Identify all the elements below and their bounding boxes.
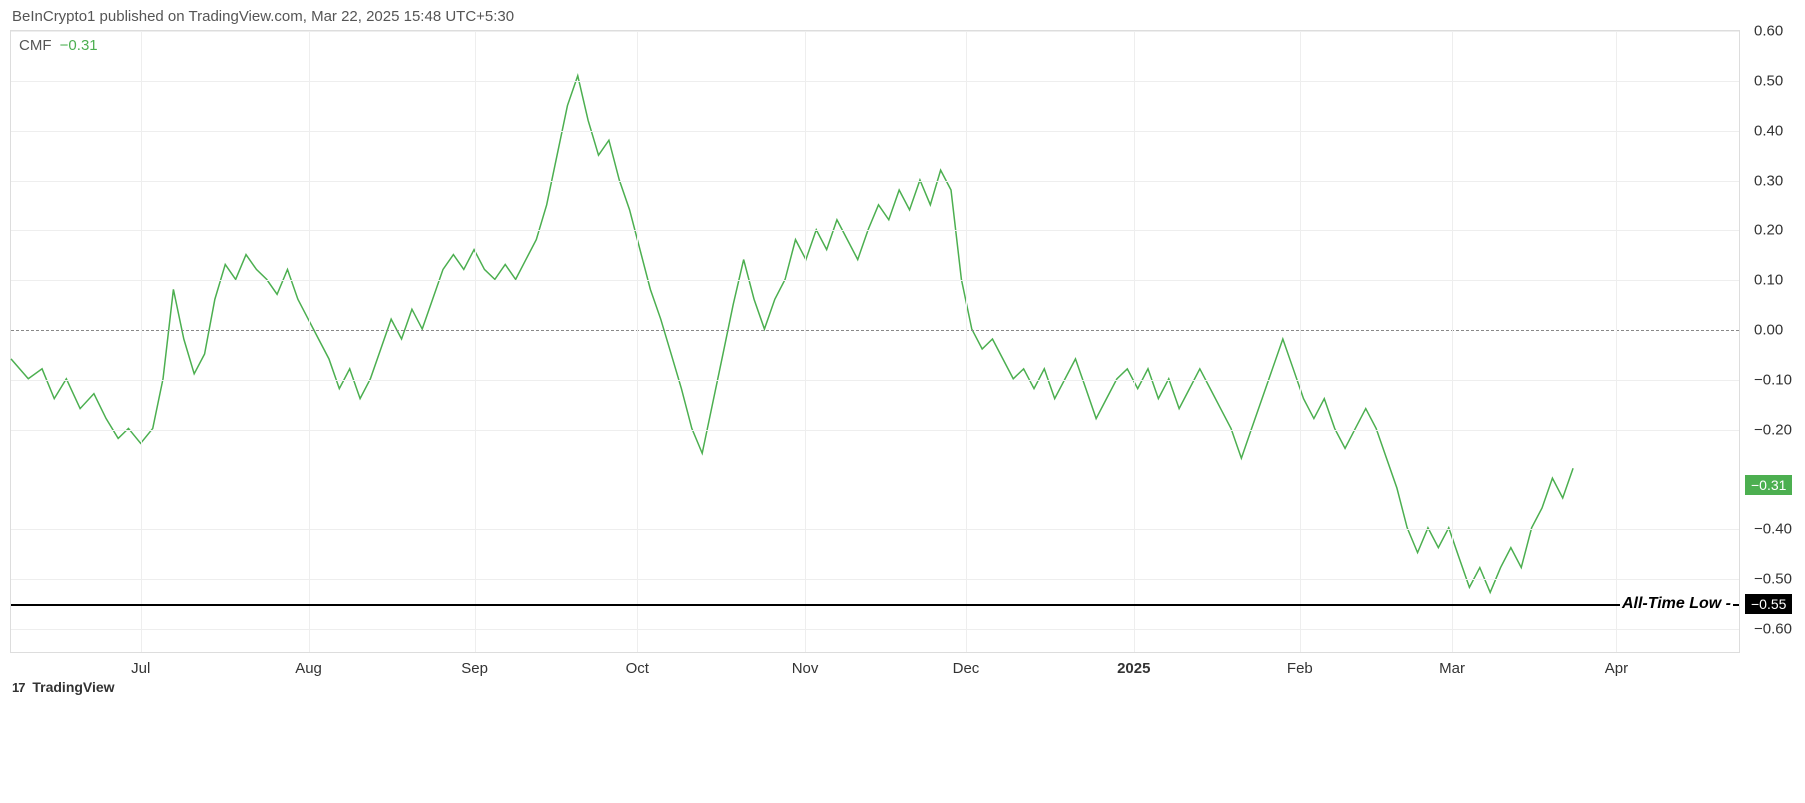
indicator-value: −0.31: [60, 37, 98, 54]
y-axis-label: 0.40: [1754, 122, 1783, 139]
h-gridline: [11, 579, 1739, 580]
v-gridline: [637, 31, 638, 652]
chart-plot-area[interactable]: CMF −0.31 0.600.500.400.300.200.100.00−0…: [10, 30, 1740, 653]
y-axis-label: −0.40: [1754, 521, 1792, 538]
current-value-badge: −0.31: [1745, 475, 1792, 495]
y-axis-label: −0.50: [1754, 571, 1792, 588]
x-axis-label: Feb: [1287, 660, 1313, 677]
h-gridline: [11, 230, 1739, 231]
x-axis-label: 2025: [1117, 660, 1150, 677]
h-gridline: [11, 430, 1739, 431]
publisher-header: BeInCrypto1 published on TradingView.com…: [12, 8, 514, 25]
v-gridline: [805, 31, 806, 652]
y-axis-label: −0.10: [1754, 371, 1792, 388]
chart-container: BeInCrypto1 published on TradingView.com…: [0, 0, 1805, 803]
h-gridline: [11, 31, 1739, 32]
footer-brand: 17 TradingView: [12, 679, 115, 695]
y-axis-label: 0.60: [1754, 23, 1783, 40]
y-axis-label: 0.00: [1754, 322, 1783, 339]
v-gridline: [1300, 31, 1301, 652]
zero-line: [11, 330, 1739, 331]
h-gridline: [11, 131, 1739, 132]
line-chart-svg: [11, 31, 1739, 652]
x-axis-label: Jul: [131, 660, 150, 677]
h-gridline: [11, 280, 1739, 281]
indicator-label: CMF −0.31: [19, 37, 98, 54]
y-axis-label: −0.60: [1754, 621, 1792, 638]
v-gridline: [309, 31, 310, 652]
v-gridline: [475, 31, 476, 652]
v-gridline: [966, 31, 967, 652]
h-gridline: [11, 81, 1739, 82]
x-axis-label: Apr: [1605, 660, 1628, 677]
y-axis-label: 0.10: [1754, 272, 1783, 289]
v-gridline: [1452, 31, 1453, 652]
y-axis-label: −0.20: [1754, 421, 1792, 438]
y-axis-label: 0.50: [1754, 72, 1783, 89]
x-axis-label: Sep: [461, 660, 488, 677]
all-time-low-line: [11, 604, 1739, 606]
tradingview-logo-icon: 17: [12, 680, 24, 695]
indicator-name: CMF: [19, 37, 52, 54]
v-gridline: [1134, 31, 1135, 652]
v-gridline: [141, 31, 142, 652]
tradingview-brand-name: TradingView: [32, 679, 114, 695]
all-time-low-label: All-Time Low -: [1620, 595, 1733, 613]
h-gridline: [11, 529, 1739, 530]
x-axis-label: Oct: [626, 660, 649, 677]
y-axis-label: 0.20: [1754, 222, 1783, 239]
atl-value-badge: −0.55: [1745, 594, 1792, 614]
h-gridline: [11, 380, 1739, 381]
h-gridline: [11, 181, 1739, 182]
x-axis-label: Dec: [953, 660, 980, 677]
v-gridline: [1616, 31, 1617, 652]
x-axis-label: Nov: [792, 660, 819, 677]
h-gridline: [11, 629, 1739, 630]
x-axis-label: Aug: [295, 660, 322, 677]
y-axis-label: 0.30: [1754, 172, 1783, 189]
cmf-line-series: [11, 76, 1573, 593]
x-axis-label: Mar: [1439, 660, 1465, 677]
